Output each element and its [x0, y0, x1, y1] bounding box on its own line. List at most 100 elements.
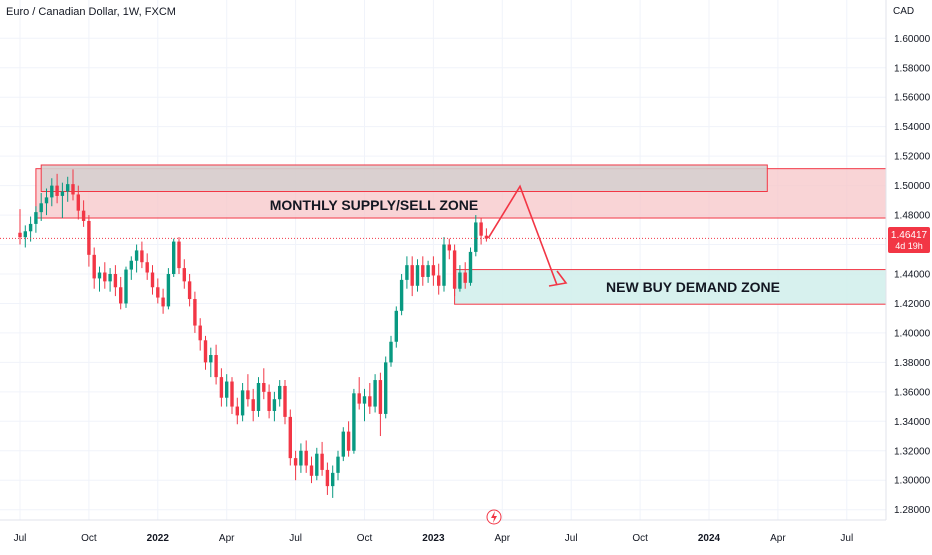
- candle-body: [55, 185, 59, 196]
- x-tick-label: 2022: [147, 533, 170, 544]
- candle: [405, 256, 409, 289]
- symbol-title[interactable]: Euro / Canadian Dollar, 1W, FXCM: [6, 6, 176, 18]
- candle: [357, 377, 361, 410]
- candle-body: [341, 431, 345, 457]
- y-tick-label: 1.60000: [894, 34, 931, 45]
- candle: [283, 380, 287, 425]
- candle-body: [394, 310, 398, 342]
- x-tick-label: Oct: [632, 533, 648, 544]
- candle: [431, 256, 436, 286]
- lightning-icon[interactable]: [486, 509, 502, 525]
- candles: [18, 169, 489, 498]
- candle: [18, 209, 22, 245]
- candle-body: [479, 222, 483, 236]
- zones: [35, 164, 887, 305]
- candle-body: [346, 431, 351, 451]
- candle-body: [368, 396, 372, 407]
- candle-body: [442, 244, 446, 286]
- current-price-tag: 1.46417 4d 19h: [888, 227, 930, 253]
- candle: [246, 374, 250, 407]
- y-tick-label: 1.30000: [894, 476, 931, 487]
- price-tag-box: [888, 227, 930, 253]
- candle-body: [23, 231, 27, 238]
- candle-body: [251, 399, 255, 411]
- candle-body: [145, 262, 149, 273]
- candle: [71, 169, 75, 201]
- candle-body: [172, 241, 176, 274]
- y-tick-label: 1.52000: [894, 152, 931, 163]
- candle-body: [426, 265, 430, 277]
- candle: [156, 278, 160, 304]
- y-tick-label: 1.36000: [894, 387, 931, 398]
- candle-body: [458, 272, 462, 289]
- candle: [76, 185, 80, 220]
- candle: [214, 344, 218, 385]
- demand-zone: [454, 269, 887, 305]
- price-tag-countdown: 4d 19h: [895, 241, 923, 251]
- candle-body: [92, 254, 96, 279]
- candle: [193, 291, 197, 333]
- price-axis[interactable]: 1.28000 1.30000 1.32000 1.34000 1.36000 1.380…: [894, 34, 931, 516]
- candle-body: [415, 265, 420, 286]
- supply-zone-label: MONTHLY SUPPLY/SELL ZONE: [270, 197, 479, 213]
- candle: [28, 216, 33, 242]
- candle-body: [140, 250, 144, 263]
- candle: [103, 262, 107, 289]
- candle-body: [299, 450, 303, 466]
- candle: [39, 192, 43, 221]
- candle-body: [87, 220, 91, 255]
- time-axis[interactable]: Jul Oct 2022 Apr Jul Oct 2023 Apr Jul Oct 2024 Apr J…: [14, 533, 854, 544]
- candle-body: [336, 456, 340, 473]
- candle: [81, 200, 86, 227]
- candle-body: [267, 391, 271, 411]
- x-tick-label: Jul: [289, 533, 302, 544]
- candle-body: [203, 340, 208, 363]
- x-tick-label: Jul: [565, 533, 578, 544]
- candle-body: [119, 287, 123, 304]
- candle-body: [421, 265, 425, 277]
- x-tick-label: Oct: [81, 533, 97, 544]
- candle-body: [97, 272, 102, 279]
- candle: [87, 215, 91, 267]
- candle: [341, 427, 345, 462]
- candle-body: [357, 393, 361, 404]
- candle: [235, 397, 239, 425]
- candle-body: [187, 281, 192, 300]
- y-tick-label: 1.40000: [894, 328, 931, 339]
- candle: [134, 244, 139, 273]
- candle: [225, 374, 229, 407]
- candle: [198, 318, 202, 351]
- candle-body: [235, 406, 239, 416]
- candle: [437, 263, 441, 295]
- candle-body: [283, 385, 287, 417]
- candle-body: [262, 383, 266, 392]
- price-tag-value: 1.46417: [891, 230, 928, 241]
- candle: [92, 247, 96, 289]
- x-tick-label: Apr: [219, 533, 235, 544]
- candle-body: [352, 393, 356, 451]
- candle-body: [103, 272, 107, 282]
- candle-body: [209, 355, 213, 363]
- candle: [240, 383, 245, 422]
- candle: [320, 441, 324, 476]
- candle: [182, 259, 186, 289]
- x-tick-label: Oct: [357, 533, 373, 544]
- y-tick-label: 1.32000: [894, 446, 931, 457]
- x-tick-label: Jul: [840, 533, 853, 544]
- candle: [203, 335, 208, 370]
- candle-body: [44, 197, 49, 204]
- candle-body: [272, 399, 277, 411]
- candle-body: [193, 299, 197, 326]
- candle-body: [28, 223, 33, 232]
- candle: [288, 409, 292, 466]
- candle: [145, 253, 149, 280]
- candle-body: [384, 362, 388, 414]
- candle-body: [225, 381, 229, 398]
- candle: [399, 273, 404, 316]
- candle-body: [309, 465, 314, 476]
- candle-body: [113, 273, 118, 288]
- candle: [389, 335, 393, 367]
- candle: [368, 383, 372, 414]
